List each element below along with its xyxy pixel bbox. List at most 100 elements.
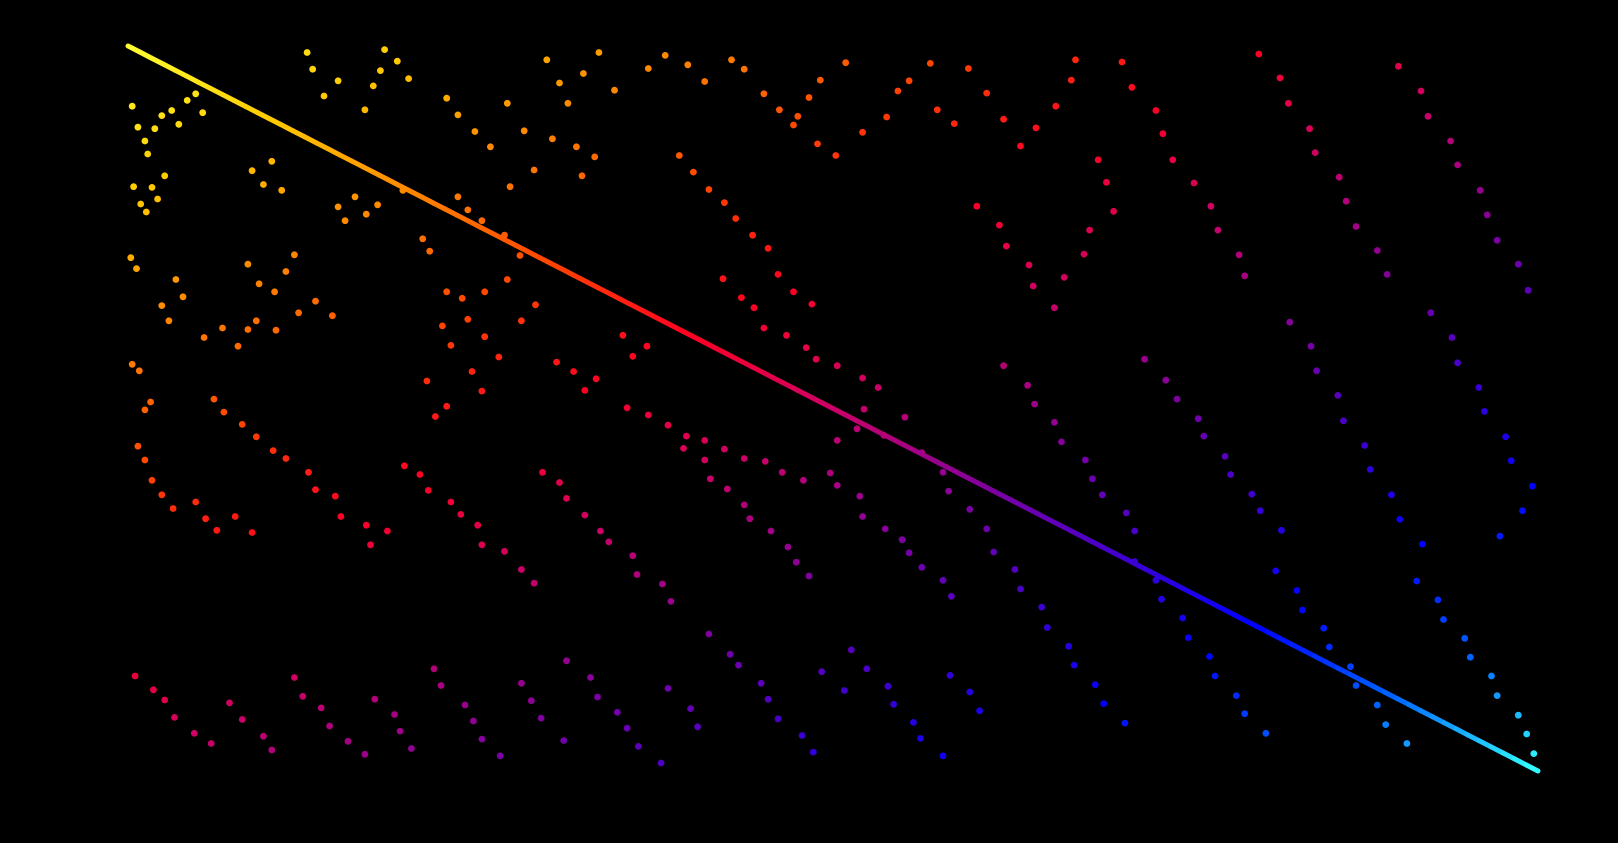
- scatter-point: [573, 143, 580, 151]
- scatter-point: [905, 549, 913, 557]
- scatter-point: [701, 78, 709, 85]
- scatter-point: [1403, 740, 1411, 747]
- scatter-point: [833, 437, 841, 444]
- scatter-point: [629, 552, 637, 560]
- scatter-point: [1060, 273, 1068, 281]
- scatter-point: [1024, 381, 1031, 389]
- scatter-point: [735, 661, 742, 669]
- scatter-point: [1141, 355, 1148, 363]
- scatter-point: [659, 580, 666, 588]
- scatter-point: [592, 375, 600, 383]
- scatter-point: [527, 697, 535, 705]
- scatter-point: [432, 413, 439, 420]
- scatter-point: [1299, 606, 1306, 614]
- scatter-point: [496, 752, 504, 760]
- scatter-point: [774, 271, 782, 278]
- scatter-point: [881, 525, 889, 533]
- scatter-point: [1206, 653, 1213, 660]
- scatter-point: [723, 485, 731, 493]
- scatter-point: [1454, 359, 1461, 367]
- scatter-point: [151, 125, 159, 133]
- scatter-point: [966, 505, 974, 513]
- scatter-point: [812, 355, 820, 363]
- scatter-point: [629, 352, 637, 360]
- scatter-point: [458, 294, 466, 302]
- scatter-point: [361, 750, 369, 758]
- scatter-point: [595, 49, 603, 56]
- scatter-point: [179, 293, 187, 301]
- scatter-point: [1017, 585, 1024, 593]
- scatter-point: [1286, 318, 1294, 326]
- scatter-point: [1335, 173, 1343, 181]
- scatter-point: [764, 244, 772, 252]
- scatter-point: [481, 333, 489, 341]
- scatter-point: [165, 317, 173, 325]
- scatter-point: [169, 505, 177, 512]
- scatter-point: [299, 692, 307, 700]
- scatter-point: [644, 65, 652, 72]
- scatter-point: [1306, 125, 1313, 133]
- scatter-point: [746, 515, 754, 523]
- scatter-point: [150, 686, 157, 694]
- scatter-point: [965, 65, 972, 72]
- scatter-point: [619, 331, 627, 339]
- scatter-point: [1488, 672, 1495, 680]
- scatter-point: [901, 413, 909, 421]
- scatter-point: [470, 717, 477, 725]
- scatter-point: [303, 49, 311, 56]
- scatter-point: [457, 511, 465, 518]
- scatter-point: [1211, 672, 1219, 680]
- scatter-point: [983, 525, 991, 533]
- scatter-point: [918, 563, 926, 571]
- scatter-point: [305, 468, 312, 476]
- scatter-point: [1038, 603, 1046, 611]
- scatter-point: [362, 210, 370, 218]
- scatter-point: [1311, 149, 1319, 157]
- scatter-point: [1086, 226, 1093, 234]
- scatter-point: [131, 672, 139, 680]
- diagonal-line-layer: [125, 43, 1541, 774]
- scatter-point: [219, 324, 226, 332]
- scatter-point: [740, 501, 748, 509]
- scatter-point: [128, 102, 136, 110]
- scatter-point: [790, 288, 797, 296]
- scatter-point: [760, 90, 768, 98]
- scatter-point: [518, 317, 525, 325]
- scatter-point: [853, 425, 861, 433]
- scatter-point: [516, 252, 524, 259]
- scatter-point: [1366, 466, 1374, 473]
- scatter-point: [996, 221, 1003, 229]
- scatter-point: [983, 89, 991, 97]
- scatter-point: [1447, 137, 1454, 145]
- scatter-point: [556, 479, 563, 486]
- scatter-point: [1207, 202, 1215, 210]
- scatter-point: [454, 193, 462, 201]
- scatter-point: [721, 199, 728, 207]
- scatter-point: [1493, 692, 1501, 699]
- scatter-point: [377, 67, 384, 74]
- scatter-point: [774, 715, 782, 723]
- scatter-point: [757, 679, 765, 687]
- scatter-point: [1476, 186, 1484, 194]
- scatter-point: [295, 309, 302, 317]
- scatter-point: [1169, 156, 1177, 164]
- scatter-point: [252, 433, 260, 441]
- scatter-point: [705, 186, 713, 193]
- scatter-point: [272, 326, 280, 334]
- scatter-point: [826, 469, 834, 477]
- scatter-point: [269, 447, 277, 454]
- scatter-point: [1320, 624, 1328, 632]
- scatter-point: [192, 498, 200, 506]
- scatter-point: [309, 65, 317, 73]
- scatter-point: [1241, 710, 1249, 718]
- scatter-point: [1373, 247, 1381, 254]
- scatter-point: [282, 268, 290, 275]
- scatter-point: [1424, 112, 1432, 120]
- scatter-point: [213, 526, 221, 534]
- scatter-point: [860, 405, 868, 413]
- scatter-point: [818, 668, 826, 676]
- scatter-point: [171, 714, 178, 721]
- scatter-point: [794, 112, 802, 120]
- scatter-point: [1173, 395, 1181, 403]
- scatter-point: [635, 743, 642, 750]
